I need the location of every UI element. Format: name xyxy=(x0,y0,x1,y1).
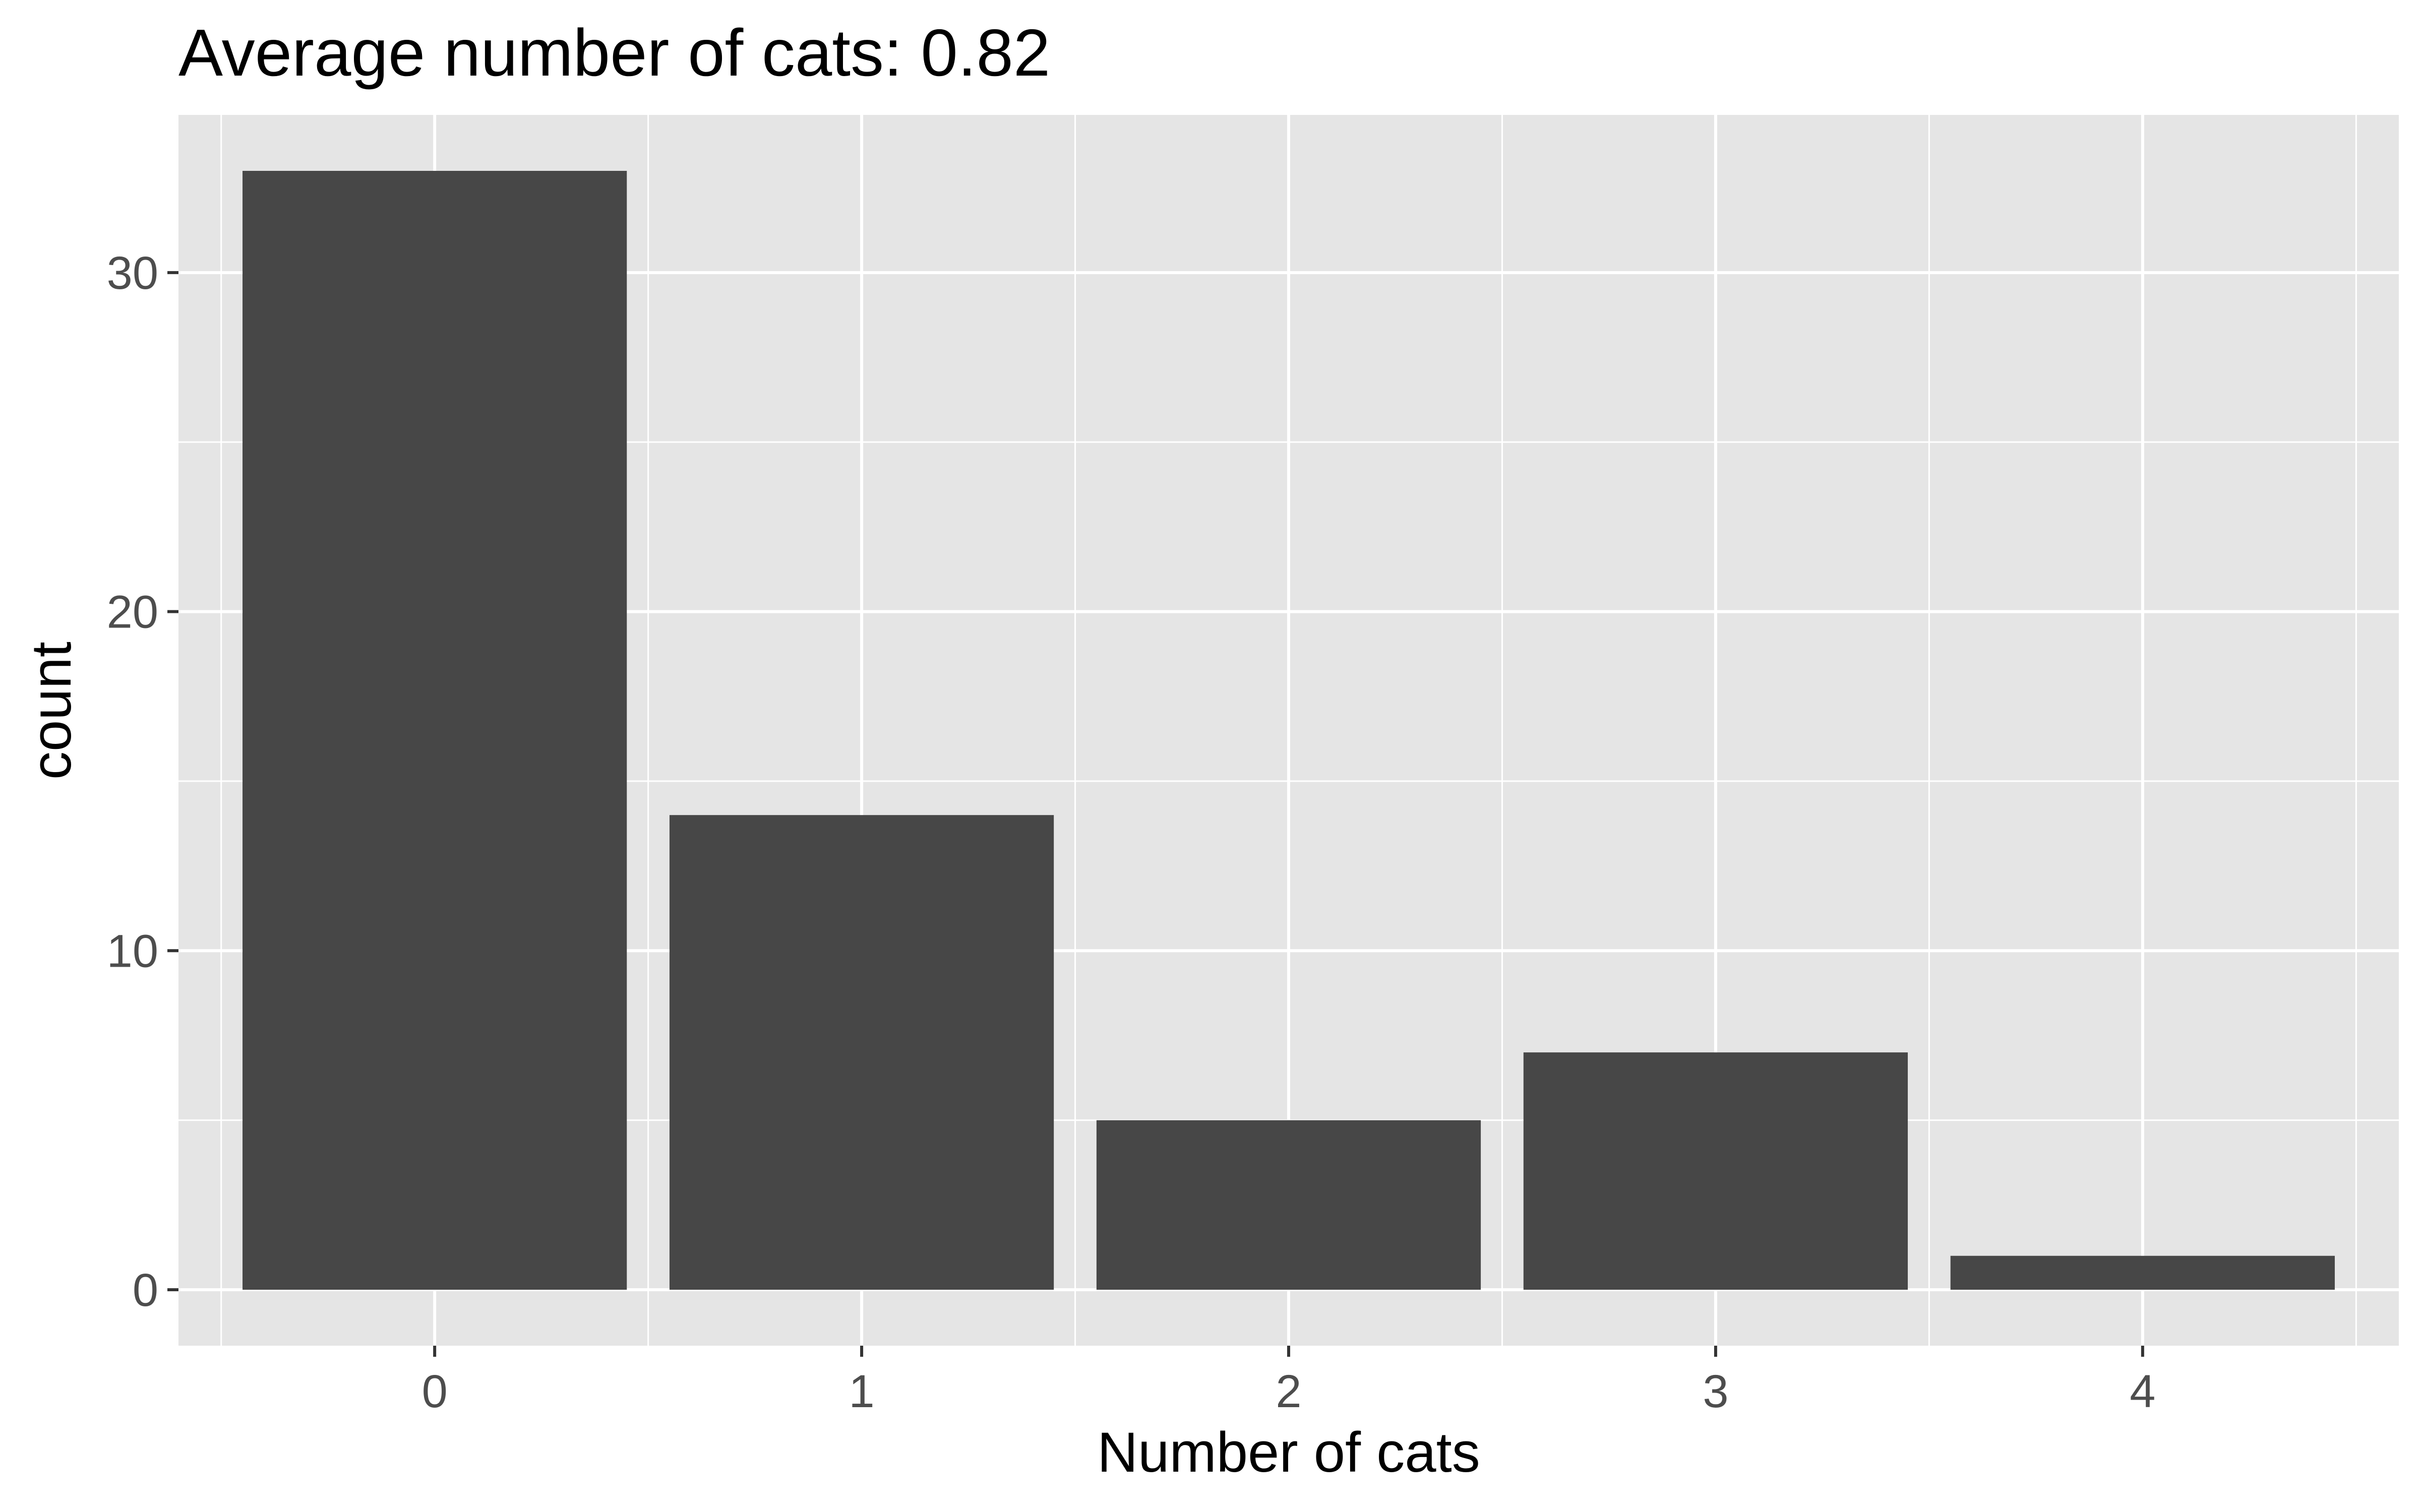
x-tick-label: 3 xyxy=(1703,1366,1728,1417)
y-tick-label: 10 xyxy=(107,925,158,977)
x-axis-title: Number of cats xyxy=(1097,1421,1480,1484)
x-tick-label: 0 xyxy=(422,1366,448,1417)
y-axis-title: count xyxy=(20,642,83,780)
bar-2 xyxy=(1096,1120,1481,1290)
y-tick-label: 30 xyxy=(107,247,158,299)
y-axis: 0 10 20 30 xyxy=(107,247,178,1316)
chart-title: Average number of cats: 0.82 xyxy=(178,16,1050,90)
bar-4 xyxy=(1950,1255,2335,1290)
bars-group xyxy=(243,171,2335,1290)
x-tick-label: 2 xyxy=(1276,1366,1301,1417)
bar-3 xyxy=(1523,1052,1908,1290)
x-axis: 0 1 2 3 4 xyxy=(422,1346,2155,1417)
y-tick-label: 0 xyxy=(133,1265,158,1316)
bar-0 xyxy=(243,171,627,1290)
bar-1 xyxy=(669,815,1054,1290)
x-tick-label: 4 xyxy=(2130,1366,2155,1417)
y-tick-label: 20 xyxy=(107,587,158,638)
x-tick-label: 1 xyxy=(849,1366,874,1417)
